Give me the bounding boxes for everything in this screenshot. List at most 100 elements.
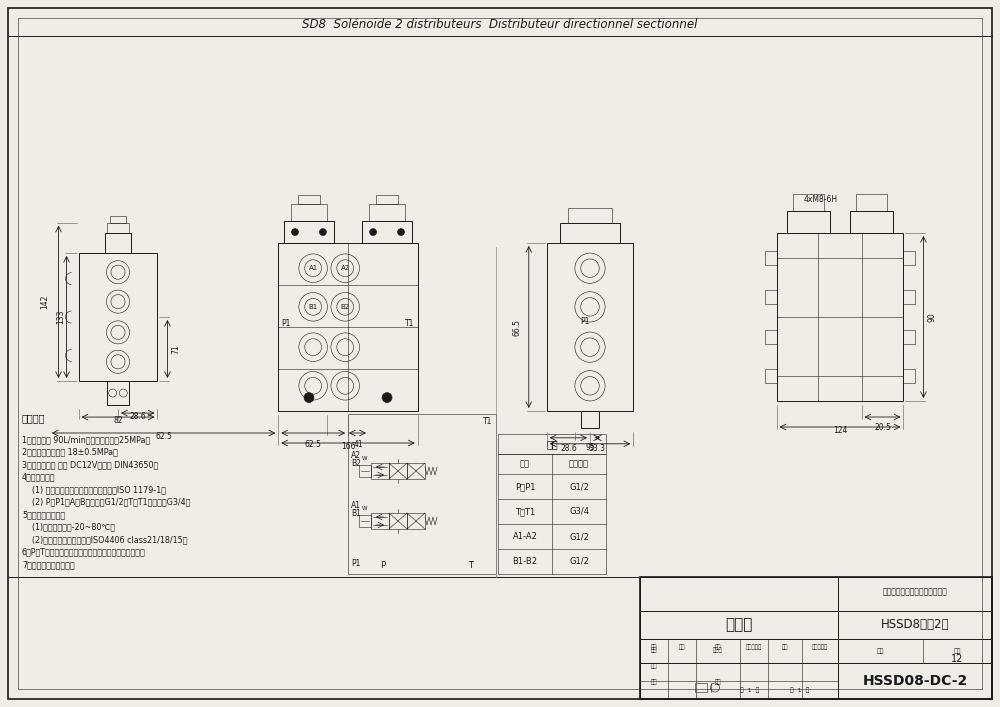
Text: P、P1: P、P1 xyxy=(515,482,535,491)
Bar xyxy=(765,369,777,382)
Text: 年、月、日: 年、月、日 xyxy=(812,644,828,650)
Text: 接口: 接口 xyxy=(520,460,530,469)
Bar xyxy=(903,251,915,265)
Text: B1: B1 xyxy=(351,508,361,518)
Text: 166: 166 xyxy=(341,442,355,451)
Text: T1: T1 xyxy=(405,318,414,327)
Text: 28.6: 28.6 xyxy=(560,444,577,452)
Bar xyxy=(105,233,131,253)
Text: A2: A2 xyxy=(341,265,350,271)
Text: 20.5: 20.5 xyxy=(874,423,891,432)
Text: 95: 95 xyxy=(585,443,595,452)
Bar xyxy=(278,243,418,411)
Text: 82: 82 xyxy=(113,416,123,425)
Text: G1/2: G1/2 xyxy=(569,482,589,491)
Text: 第  1  张: 第 1 张 xyxy=(790,687,810,693)
Bar xyxy=(407,463,425,479)
Bar xyxy=(903,330,915,344)
Text: 124: 124 xyxy=(833,426,847,435)
Text: 1、额定流量 90L/min，最高使用压力25MPa，: 1、额定流量 90L/min，最高使用压力25MPa， xyxy=(22,435,150,444)
Text: 6、P、T口用金属螺堵密封，其它油口用塑料螺堵密封，: 6、P、T口用金属螺堵密封，其它油口用塑料螺堵密封， xyxy=(22,547,146,556)
Bar xyxy=(359,515,371,527)
Text: 数量: 数量 xyxy=(679,644,685,650)
Circle shape xyxy=(397,228,404,235)
Bar xyxy=(498,434,606,454)
Text: 142: 142 xyxy=(41,295,50,309)
Text: 133: 133 xyxy=(57,310,66,325)
Text: 签名: 签名 xyxy=(782,644,788,650)
Text: P1: P1 xyxy=(282,318,291,327)
Text: P1: P1 xyxy=(351,559,361,568)
Bar xyxy=(291,204,327,221)
Circle shape xyxy=(382,392,392,402)
Text: 7、阀体表面磷化处理，: 7、阀体表面磷化处理， xyxy=(22,560,75,569)
Text: 90: 90 xyxy=(927,312,936,322)
Text: 比例: 比例 xyxy=(954,648,961,654)
Bar xyxy=(107,381,129,405)
Bar xyxy=(568,208,612,223)
Text: 工艺: 工艺 xyxy=(651,679,657,685)
Bar xyxy=(498,454,606,574)
Bar xyxy=(560,223,620,243)
Text: 4、油口参数：: 4、油口参数： xyxy=(22,472,56,481)
Text: 更改文件号: 更改文件号 xyxy=(746,644,762,650)
Bar xyxy=(765,290,777,304)
Text: 标准化: 标准化 xyxy=(713,648,723,653)
Bar xyxy=(107,223,129,233)
Bar xyxy=(284,221,334,243)
Text: G1/2: G1/2 xyxy=(569,532,589,541)
Text: A1: A1 xyxy=(309,265,318,271)
Text: 3、电磁铁参数 电压 DC12V，接口 DIN43650，: 3、电磁铁参数 电压 DC12V，接口 DIN43650， xyxy=(22,460,158,469)
Text: A2: A2 xyxy=(351,450,361,460)
Text: 批准: 批准 xyxy=(715,679,721,685)
Text: T1: T1 xyxy=(483,418,493,426)
Bar xyxy=(787,211,830,233)
Text: 28.6: 28.6 xyxy=(129,412,146,421)
Text: W: W xyxy=(362,456,368,461)
Text: 62.5: 62.5 xyxy=(305,440,322,449)
Bar xyxy=(547,243,633,411)
Text: B2: B2 xyxy=(351,459,361,467)
Circle shape xyxy=(304,392,314,402)
Circle shape xyxy=(370,228,377,235)
Bar xyxy=(376,195,398,204)
Text: (2)液压油液清洁度不低于ISO4406 class21/18/15，: (2)液压油液清洁度不低于ISO4406 class21/18/15， xyxy=(22,535,188,544)
Text: 5、工作条件要求：: 5、工作条件要求： xyxy=(22,510,65,519)
Circle shape xyxy=(292,228,299,235)
Text: P1: P1 xyxy=(580,317,590,327)
Bar xyxy=(79,253,157,381)
Bar xyxy=(371,463,389,479)
Bar xyxy=(903,290,915,304)
Bar xyxy=(903,369,915,382)
Text: 青州博信华盛液压科技有限公司: 青州博信华盛液压科技有限公司 xyxy=(883,588,947,597)
Text: G3/4: G3/4 xyxy=(569,507,589,516)
Text: 阀体: 阀体 xyxy=(546,439,558,449)
Text: B2: B2 xyxy=(341,304,350,310)
Bar xyxy=(110,216,126,223)
Bar xyxy=(371,513,389,529)
Text: T、T1: T、T1 xyxy=(515,507,535,516)
Bar xyxy=(695,683,707,692)
Text: (2) P、P1、A、B口螺纹：G1/2；T、T1口螺纹：G3/4，: (2) P、P1、A、B口螺纹：G1/2；T、T1口螺纹：G3/4， xyxy=(22,498,190,506)
Text: 71: 71 xyxy=(171,344,180,354)
Bar xyxy=(369,204,405,221)
Text: 技术要求: 技术要求 xyxy=(22,413,46,423)
Text: SD8  Solénoïde 2 distributeurs  Distributeur directionnel sectionnel: SD8 Solénoïde 2 distributeurs Distribute… xyxy=(302,18,698,32)
Text: 共  1  张: 共 1 张 xyxy=(740,687,760,693)
Text: 审核: 审核 xyxy=(651,663,657,669)
Bar xyxy=(856,194,887,211)
Bar xyxy=(765,251,777,265)
Bar xyxy=(581,411,599,428)
Text: G1/2: G1/2 xyxy=(569,557,589,566)
Bar xyxy=(362,221,412,243)
Text: A1: A1 xyxy=(351,501,361,510)
Text: 设计: 设计 xyxy=(651,648,657,653)
Bar xyxy=(389,463,407,479)
Text: P: P xyxy=(380,561,386,571)
Text: 12: 12 xyxy=(951,654,964,664)
Text: W: W xyxy=(362,506,368,511)
Bar xyxy=(765,330,777,344)
Text: 41: 41 xyxy=(354,440,363,449)
Circle shape xyxy=(319,228,326,235)
Bar xyxy=(298,195,320,204)
